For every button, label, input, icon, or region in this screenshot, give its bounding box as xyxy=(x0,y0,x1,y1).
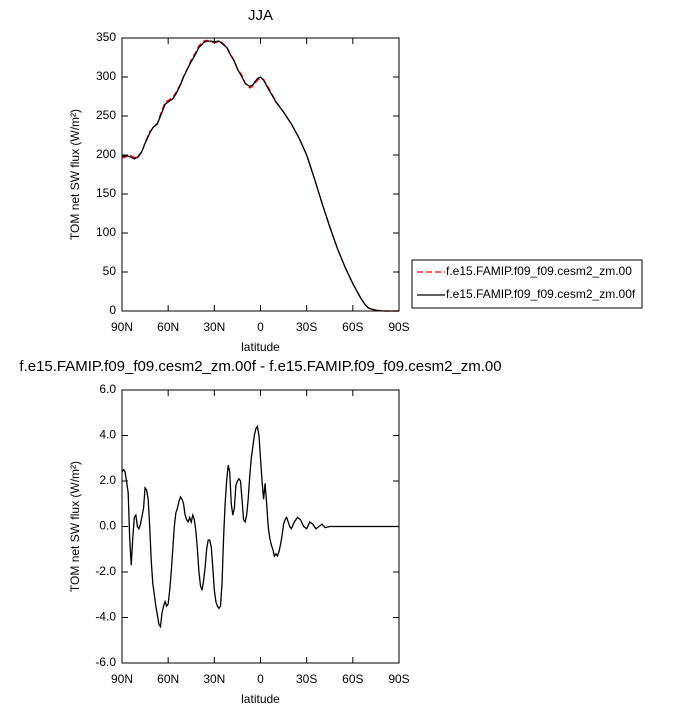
y-tick-label: 2.0 xyxy=(99,473,116,487)
x-tick-label: 60S xyxy=(342,320,363,334)
y-tick-label: 100 xyxy=(96,225,116,239)
y-tick-label: 6.0 xyxy=(99,382,116,396)
y-tick-label: 150 xyxy=(96,186,116,200)
data-line xyxy=(121,40,399,312)
y-tick-label: 250 xyxy=(96,108,116,122)
y-tick-label: -6.0 xyxy=(95,655,116,669)
y-axis-label: TOM net SW flux (W/m²) xyxy=(68,109,82,240)
x-tick-label: 90S xyxy=(388,320,409,334)
x-axis-label: latitude xyxy=(241,340,280,354)
x-axis-label: latitude xyxy=(241,692,280,706)
x-tick-label: 60N xyxy=(157,672,179,686)
y-tick-label: 350 xyxy=(96,30,116,44)
y-tick-label: 0.0 xyxy=(99,519,116,533)
legend-label: f.e15.FAMIP.f09_f09.cesm2_zm.00 xyxy=(446,264,632,278)
y-tick-label: -2.0 xyxy=(95,564,116,578)
x-tick-label: 90S xyxy=(388,672,409,686)
chart-title: JJA xyxy=(248,7,273,24)
x-tick-label: 30S xyxy=(296,320,317,334)
data-line xyxy=(121,39,399,312)
x-tick-label: 60N xyxy=(157,320,179,334)
y-tick-label: 50 xyxy=(103,264,117,278)
x-tick-label: 30N xyxy=(203,672,225,686)
data-line xyxy=(121,424,399,629)
x-tick-label: 90N xyxy=(111,320,133,334)
x-tick-label: 60S xyxy=(342,672,363,686)
y-axis-label: TOM net SW flux (W/m²) xyxy=(68,461,82,592)
plot-frame xyxy=(121,37,400,312)
y-tick-label: 4.0 xyxy=(99,428,116,442)
x-tick-label: 30N xyxy=(203,320,225,334)
x-tick-label: 90N xyxy=(111,672,133,686)
y-tick-label: -4.0 xyxy=(95,610,116,624)
legend-box xyxy=(411,259,643,309)
y-tick-label: 200 xyxy=(96,147,116,161)
y-tick-label: 0 xyxy=(109,303,116,317)
y-tick-label: 300 xyxy=(96,69,116,83)
chart-title: f.e15.FAMIP.f09_f09.cesm2_zm.00f - f.e15… xyxy=(19,358,501,375)
x-tick-label: 0 xyxy=(257,320,264,334)
x-tick-label: 30S xyxy=(296,672,317,686)
x-tick-label: 0 xyxy=(257,672,264,686)
legend-label: f.e15.FAMIP.f09_f09.cesm2_zm.00f xyxy=(446,287,636,301)
